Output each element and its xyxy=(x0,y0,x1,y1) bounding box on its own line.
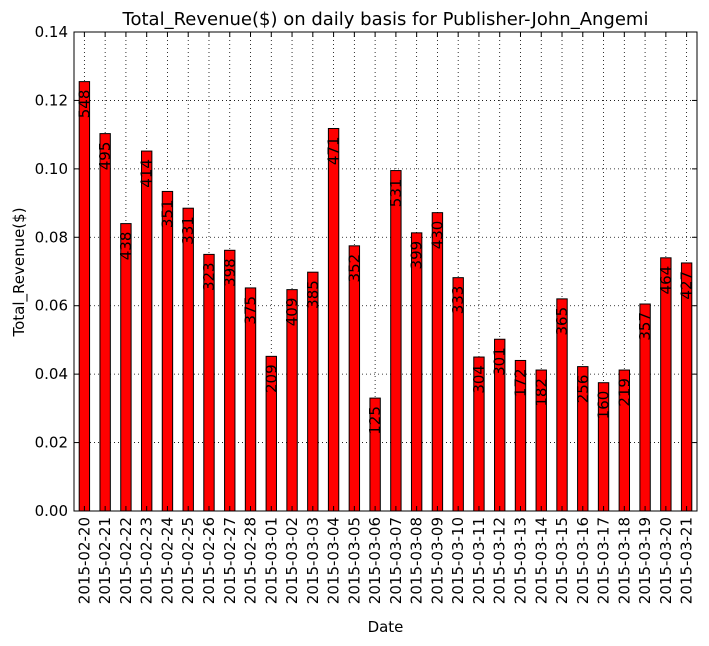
bar-data-label: 256 xyxy=(574,375,592,404)
bar-data-label: 182 xyxy=(532,378,550,407)
bar-data-label: 301 xyxy=(491,347,509,376)
x-tick-label: 2015-02-22 xyxy=(117,517,135,604)
bar-data-label: 209 xyxy=(262,364,280,393)
x-axis-label: Date xyxy=(368,618,404,636)
bar xyxy=(661,258,671,511)
bar-data-label: 160 xyxy=(595,391,613,420)
bar xyxy=(432,213,442,511)
axis-ticks: 0.00 0.02 0.04 0.06 0.08 0.10 0.12 0.14 2015-02-… xyxy=(35,23,697,604)
bar xyxy=(328,128,338,511)
bars xyxy=(79,82,692,511)
y-axis-label: Total_Revenue($) xyxy=(10,207,29,337)
bar-data-label: 495 xyxy=(96,142,114,171)
y-tick-label: 0.02 xyxy=(35,434,68,452)
y-tick-label: 0.14 xyxy=(35,23,68,41)
x-tick-label: 2015-03-15 xyxy=(553,517,571,604)
bar-data-label: 414 xyxy=(138,159,156,188)
x-tick-label: 2015-02-27 xyxy=(221,517,239,604)
x-tick-label: 2015-03-20 xyxy=(657,517,675,604)
bar-data-label: 438 xyxy=(117,232,135,261)
x-tick-label: 2015-03-10 xyxy=(449,517,467,604)
x-tick-label: 2015-03-08 xyxy=(408,517,426,604)
x-tick-label: 2015-02-21 xyxy=(96,517,114,604)
bar-data-label: 548 xyxy=(75,90,93,119)
bar-data-label: 351 xyxy=(158,199,176,228)
bar-data-label: 531 xyxy=(387,179,405,208)
bar xyxy=(100,134,110,511)
x-tick-label: 2015-03-14 xyxy=(532,517,550,604)
bar-data-label: 323 xyxy=(200,262,218,291)
y-tick-label: 0.12 xyxy=(35,91,68,109)
bar-data-label: 172 xyxy=(511,368,529,397)
x-tick-label: 2015-02-28 xyxy=(242,517,260,604)
bar-data-label: 331 xyxy=(179,216,197,245)
x-tick-label: 2015-02-24 xyxy=(158,517,176,604)
bar-data-label: 352 xyxy=(345,254,363,283)
bar-data-label: 398 xyxy=(221,258,239,287)
bar-data-label: 399 xyxy=(408,241,426,270)
bar xyxy=(141,151,151,511)
x-tick-label: 2015-03-12 xyxy=(491,517,509,604)
x-tick-label: 2015-02-25 xyxy=(179,517,197,604)
bar-data-label: 375 xyxy=(242,296,260,325)
y-tick-label: 0.08 xyxy=(35,228,68,246)
bar-data-label: 219 xyxy=(615,378,633,407)
bar-data-label: 427 xyxy=(678,271,696,300)
bar-data-label: 125 xyxy=(366,406,384,435)
bar xyxy=(162,191,172,511)
x-tick-label: 2015-03-16 xyxy=(574,517,592,604)
bar-data-label: 464 xyxy=(657,266,675,295)
bar-data-label: 409 xyxy=(283,298,301,327)
y-tick-label: 0.10 xyxy=(35,160,68,178)
bar-data-label: 430 xyxy=(428,221,446,250)
bar xyxy=(204,254,214,511)
bar-data-label: 357 xyxy=(636,312,654,341)
x-tick-label: 2015-03-11 xyxy=(470,517,488,604)
x-tick-label: 2015-03-09 xyxy=(428,517,446,604)
x-tick-label: 2015-03-19 xyxy=(636,517,654,604)
bar-data-label: 333 xyxy=(449,286,467,315)
bar xyxy=(349,246,359,511)
x-tick-label: 2015-02-26 xyxy=(200,517,218,604)
x-tick-label: 2015-03-07 xyxy=(387,517,405,604)
x-tick-label: 2015-03-13 xyxy=(511,517,529,604)
x-tick-label: 2015-03-18 xyxy=(615,517,633,604)
x-tick-label: 2015-02-20 xyxy=(75,517,93,604)
bar-data-label: 471 xyxy=(325,136,343,165)
x-tick-label: 2015-02-23 xyxy=(138,517,156,604)
x-tick-label: 2015-03-06 xyxy=(366,517,384,604)
x-tick-label: 2015-03-01 xyxy=(262,517,280,604)
bar-data-label: 304 xyxy=(470,365,488,394)
bar xyxy=(183,208,193,511)
bar-data-label: 365 xyxy=(553,307,571,336)
bar xyxy=(79,82,89,511)
y-tick-label: 0.04 xyxy=(35,365,68,383)
bar xyxy=(391,171,401,511)
y-tick-label: 0.06 xyxy=(35,297,68,315)
x-tick-label: 2015-03-21 xyxy=(678,517,696,604)
x-tick-label: 2015-03-05 xyxy=(345,517,363,604)
y-tick-label: 0.00 xyxy=(35,502,68,520)
bar-data-label: 385 xyxy=(304,280,322,309)
x-tick-label: 2015-03-17 xyxy=(595,517,613,604)
x-tick-label: 2015-03-04 xyxy=(325,517,343,604)
x-tick-label: 2015-03-03 xyxy=(304,517,322,604)
x-tick-label: 2015-03-02 xyxy=(283,517,301,604)
bar xyxy=(411,233,421,511)
bar xyxy=(121,224,131,511)
bar xyxy=(225,250,235,511)
chart-title: Total_Revenue($) on daily basis for Publ… xyxy=(122,9,649,30)
